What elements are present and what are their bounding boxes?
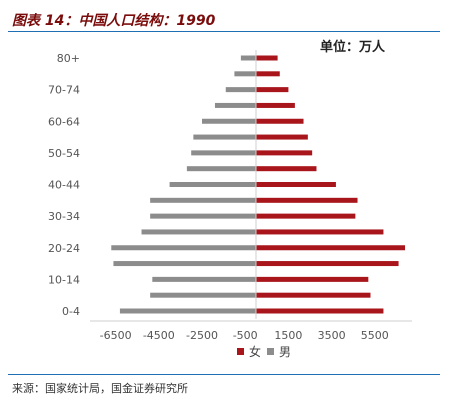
population-pyramid-chart: 0-4 10-14 20-24 30-34 40-44 50-54 60-64 70-74 80… bbox=[48, 50, 412, 342]
title-divider bbox=[8, 31, 440, 32]
bar-female-60-64 bbox=[256, 118, 304, 124]
bar-female-0-4 bbox=[256, 308, 384, 314]
legend-item-male: 男 bbox=[267, 343, 291, 360]
x-tick-label--4500: -4500 bbox=[143, 329, 175, 342]
bar-male-10-14 bbox=[152, 276, 256, 282]
footer-divider bbox=[8, 374, 440, 375]
bar-male-25-29 bbox=[141, 229, 256, 235]
bar-female-10-14 bbox=[256, 276, 369, 282]
y-tick-label-10-14: 10-14 bbox=[48, 273, 80, 286]
legend-label-male: 男 bbox=[279, 345, 292, 359]
bar-female-15-19 bbox=[256, 261, 399, 267]
bar-male-35-39 bbox=[150, 197, 256, 203]
bar-female-80+ bbox=[256, 55, 278, 61]
bar-female-25-29 bbox=[256, 229, 384, 235]
y-tick-label-0-4: 0-4 bbox=[62, 305, 80, 318]
x-tick-label-1500: 1500 bbox=[274, 329, 302, 342]
legend-item-female: 女 bbox=[237, 343, 261, 360]
legend-label-female: 女 bbox=[249, 345, 262, 359]
x-tick-label--500: -500 bbox=[233, 329, 258, 342]
bar-male-0-4 bbox=[119, 308, 256, 314]
legend-swatch-male bbox=[267, 348, 275, 355]
bar-female-70-74 bbox=[256, 87, 289, 93]
y-tick-label-40-44: 40-44 bbox=[48, 179, 80, 192]
x-tick-label-3500: 3500 bbox=[318, 329, 346, 342]
x-tick-label--2500: -2500 bbox=[186, 329, 218, 342]
x-tick-label-5500: 5500 bbox=[361, 329, 389, 342]
bar-female-55-59 bbox=[256, 134, 308, 140]
bar-female-30-34 bbox=[256, 213, 356, 219]
bar-female-75-79 bbox=[256, 71, 280, 77]
legend: 女 男 bbox=[237, 343, 297, 360]
y-tick-label-80+: 80+ bbox=[57, 52, 80, 65]
x-tick-label--6500: -6500 bbox=[100, 329, 132, 342]
bar-female-5-9 bbox=[256, 292, 371, 298]
y-tick-label-70-74: 70-74 bbox=[48, 84, 80, 97]
bar-male-30-34 bbox=[150, 213, 256, 219]
bar-male-5-9 bbox=[150, 292, 256, 298]
bar-female-65-69 bbox=[256, 102, 295, 108]
bar-male-65-69 bbox=[214, 102, 256, 108]
y-tick-label-30-34: 30-34 bbox=[48, 210, 80, 223]
bar-female-50-54 bbox=[256, 150, 313, 156]
bar-male-55-59 bbox=[193, 134, 256, 140]
bar-female-45-49 bbox=[256, 166, 317, 172]
bar-male-20-24 bbox=[111, 245, 256, 251]
chart-title: 图表 14：中国人口结构：1990 bbox=[12, 13, 216, 29]
unit-label: 单位：万人 bbox=[320, 40, 386, 55]
bar-male-75-79 bbox=[234, 71, 256, 77]
bar-male-50-54 bbox=[191, 150, 256, 156]
bar-male-40-44 bbox=[169, 182, 256, 187]
bar-male-80+ bbox=[240, 55, 256, 61]
y-tick-label-60-64: 60-64 bbox=[48, 115, 80, 128]
bar-female-35-39 bbox=[256, 197, 358, 203]
y-tick-label-50-54: 50-54 bbox=[48, 147, 80, 160]
source-note: 来源：国家统计局，国金证券研究所 bbox=[12, 382, 188, 395]
y-tick-label-20-24: 20-24 bbox=[48, 242, 80, 255]
bar-male-70-74 bbox=[225, 87, 256, 93]
legend-swatch-female bbox=[237, 348, 244, 355]
bar-male-45-49 bbox=[186, 166, 256, 172]
bar-male-60-64 bbox=[202, 118, 256, 124]
bar-male-15-19 bbox=[113, 261, 256, 267]
bar-female-20-24 bbox=[256, 245, 406, 251]
bar-female-40-44 bbox=[256, 182, 336, 187]
